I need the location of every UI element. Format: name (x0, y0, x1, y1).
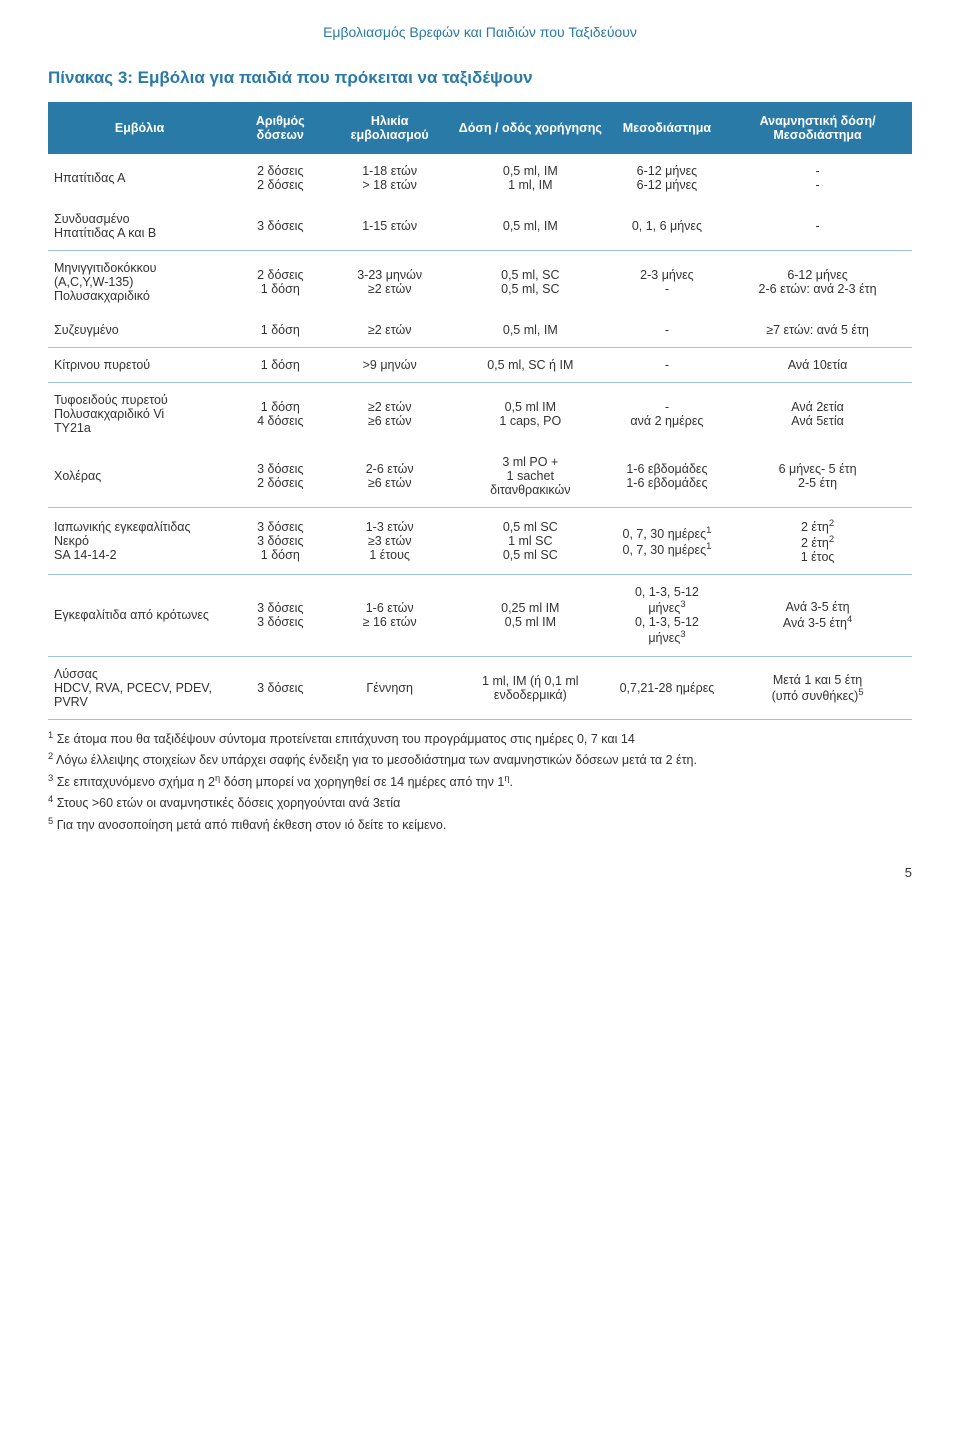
cell: Συζευγμένο (48, 313, 231, 348)
cell: Ηπατίτιδας Α (48, 154, 231, 202)
col-route: Δόση / οδός χορήγησης (450, 102, 611, 154)
cell: 0,5 ml, SC ή IM (450, 348, 611, 383)
col-vaccine: Εμβόλια (48, 102, 231, 154)
cell: 1-3 ετών≥3 ετών1 έτους (329, 508, 449, 575)
table-row: Εγκεφαλίτιδα από κρότωνες 3 δόσεις3 δόσε… (48, 575, 912, 656)
cell: 0, 1-3, 5-12 μήνες3 0, 1-3, 5-12 μήνες3 (611, 575, 723, 656)
table-row: Συζευγμένο 1 δόση ≥2 ετών 0,5 ml, IM - ≥… (48, 313, 912, 348)
cell: Ιαπωνικής εγκεφαλίτιδαςΝεκρόSA 14-14-2 (48, 508, 231, 575)
cell: 0,25 ml IM0,5 ml IM (450, 575, 611, 656)
cell: 0, 1, 6 μήνες (611, 202, 723, 251)
cell: 6-12 μήνες2-6 ετών: ανά 2-3 έτη (723, 251, 912, 313)
cell: 3 ml PO +1 sachetδιτανθρακικών (450, 445, 611, 508)
cell: 2-3 μήνες- (611, 251, 723, 313)
cell: 0,5 ml, IM1 ml, IM (450, 154, 611, 202)
cell: 3 δόσεις (231, 657, 329, 720)
cell: Κίτρινου πυρετού (48, 348, 231, 383)
cell: Ανά 2ετίαΑνά 5ετία (723, 383, 912, 445)
footnote: 4 Στους >60 ετών οι αναμνηστικές δόσεις … (48, 792, 912, 814)
table-row: Ηπατίτιδας Α 2 δόσεις2 δόσεις 1-18 ετών>… (48, 154, 912, 202)
cell: ≥2 ετών (329, 313, 449, 348)
table-row: Ιαπωνικής εγκεφαλίτιδαςΝεκρόSA 14-14-2 3… (48, 508, 912, 575)
cell: 6-12 μήνες6-12 μήνες (611, 154, 723, 202)
page-number: 5 (48, 865, 912, 880)
cell: ΣυνδυασμένοΗπατίτιδας Α και Β (48, 202, 231, 251)
table-row: Μηνιγγιτιδοκόκκου(A,C,Y,W-135)Πολυσακχαρ… (48, 251, 912, 313)
cell: - (611, 313, 723, 348)
cell: 2-6 ετών≥6 ετών (329, 445, 449, 508)
cell: 1 ml, IM (ή 0,1 ml ενδοδερμικά) (450, 657, 611, 720)
cell: 1 δόση (231, 348, 329, 383)
cell: 2 δόσεις2 δόσεις (231, 154, 329, 202)
cell: -ανά 2 ημέρες (611, 383, 723, 445)
cell: Μετά 1 και 5 έτη (υπό συνθήκες)5 (723, 657, 912, 720)
cell: 3 δόσεις3 δόσεις (231, 575, 329, 656)
running-head: Εμβολιασμός Βρεφών και Παιδιών που Ταξιδ… (48, 24, 912, 40)
cell: 0,5 ml, IM (450, 313, 611, 348)
cell: 1 δόση (231, 313, 329, 348)
footnote: 1 Σε άτομα που θα ταξιδέψουν σύντομα προ… (48, 728, 912, 750)
cell: Ανά 3-5 έτη Ανά 3-5 έτη4 (723, 575, 912, 656)
cell: Ανά 10ετία (723, 348, 912, 383)
col-interval: Μεσοδιάστημα (611, 102, 723, 154)
col-age: Ηλικία εμβολιασμού (329, 102, 449, 154)
footnotes: 1 Σε άτομα που θα ταξιδέψουν σύντομα προ… (48, 728, 912, 836)
cell: 1-6 ετών≥ 16 ετών (329, 575, 449, 656)
table-row: ΛύσσαςHDCV, RVA, PCECV, PDEV, PVRV 3 δόσ… (48, 657, 912, 720)
cell: - (611, 348, 723, 383)
cell: Χολέρας (48, 445, 231, 508)
cell: -- (723, 154, 912, 202)
cell: 0,5 ml SC1 ml SC0,5 ml SC (450, 508, 611, 575)
cell: ≥2 ετών≥6 ετών (329, 383, 449, 445)
cell: 0,5 ml IM1 caps, PO (450, 383, 611, 445)
cell: ΛύσσαςHDCV, RVA, PCECV, PDEV, PVRV (48, 657, 231, 720)
cell: ≥7 ετών: ανά 5 έτη (723, 313, 912, 348)
cell: Τυφοειδούς πυρετούΠολυσακχαριδικό ViTY21… (48, 383, 231, 445)
cell: 3 δόσεις (231, 202, 329, 251)
col-doses: Αριθμός δόσεων (231, 102, 329, 154)
cell: Εγκεφαλίτιδα από κρότωνες (48, 575, 231, 656)
cell: 0,5 ml, IM (450, 202, 611, 251)
footnote: 3 Σε επιταχυνόμενο σχήμα η 2η δόση μπορε… (48, 771, 912, 793)
cell: 6 μήνες- 5 έτη2-5 έτη (723, 445, 912, 508)
cell: 1-18 ετών> 18 ετών (329, 154, 449, 202)
col-booster: Αναμνηστική δόση/ Μεσοδιάστημα (723, 102, 912, 154)
table-row: ΣυνδυασμένοΗπατίτιδας Α και Β 3 δόσεις 1… (48, 202, 912, 251)
cell: 0, 7, 30 ημέρες1 0, 7, 30 ημέρες1 (611, 508, 723, 575)
cell: 2 έτη2 2 έτη2 1 έτος (723, 508, 912, 575)
cell: 0,7,21-28 ημέρες (611, 657, 723, 720)
cell: 1-6 εβδομάδες1-6 εβδομάδες (611, 445, 723, 508)
table-row: Κίτρινου πυρετού 1 δόση >9 μηνών 0,5 ml,… (48, 348, 912, 383)
table-row: Χολέρας 3 δόσεις2 δόσεις 2-6 ετών≥6 ετών… (48, 445, 912, 508)
cell: >9 μηνών (329, 348, 449, 383)
cell: Μηνιγγιτιδοκόκκου(A,C,Y,W-135)Πολυσακχαρ… (48, 251, 231, 313)
footnote: 2 Λόγω έλλειψης στοιχείων δεν υπάρχει σα… (48, 749, 912, 771)
cell: 1 δόση4 δόσεις (231, 383, 329, 445)
cell: 0,5 ml, SC0,5 ml, SC (450, 251, 611, 313)
vaccines-table: Εμβόλια Αριθμός δόσεων Ηλικία εμβολιασμο… (48, 102, 912, 720)
cell: - (723, 202, 912, 251)
footnote: 5 Για την ανοσοποίηση μετά από πιθανή έκ… (48, 814, 912, 836)
cell: Γέννηση (329, 657, 449, 720)
cell: 3 δόσεις2 δόσεις (231, 445, 329, 508)
cell: 2 δόσεις1 δόση (231, 251, 329, 313)
cell: 1-15 ετών (329, 202, 449, 251)
page-title: Πίνακας 3: Εμβόλια για παιδιά που πρόκει… (48, 68, 912, 88)
cell: 3 δόσεις3 δόσεις1 δόση (231, 508, 329, 575)
cell: 3-23 μηνών≥2 ετών (329, 251, 449, 313)
table-row: Τυφοειδούς πυρετούΠολυσακχαριδικό ViTY21… (48, 383, 912, 445)
